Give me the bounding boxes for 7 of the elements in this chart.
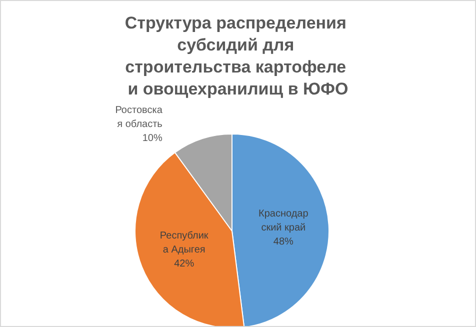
slice-label: Республика Адыгея <box>160 230 209 256</box>
data-label: 42% <box>174 258 194 270</box>
data-label: 48% <box>273 236 294 248</box>
slice-label: Ростовская область <box>115 104 163 130</box>
slice-label: Краснодарский край <box>258 208 309 234</box>
chart-title: Структура распределения субсидий для строительства картофеле и овощехранилищ в ЮФО <box>124 14 352 98</box>
data-label: 10% <box>142 132 162 144</box>
